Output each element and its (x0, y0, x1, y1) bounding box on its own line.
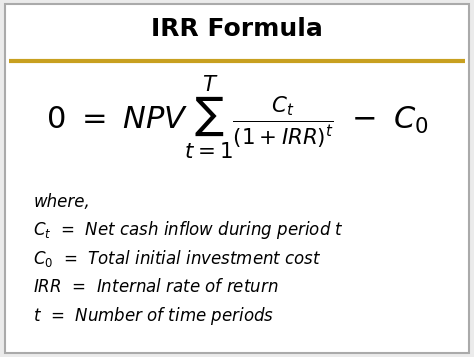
Text: $C_t$  =  Net cash inflow during period t: $C_t$ = Net cash inflow during period t (33, 219, 344, 241)
Text: where,: where, (33, 193, 90, 211)
Text: $C_0$  =  Total initial investment cost: $C_0$ = Total initial investment cost (33, 248, 322, 269)
Text: $0 \ = \ NPV \sum_{t=1}^{T} \frac{C_t}{(1+IRR)^t} \ - \ C_0$: $0 \ = \ NPV \sum_{t=1}^{T} \frac{C_t}{(… (46, 74, 428, 162)
Text: $t$  =  Number of time periods: $t$ = Number of time periods (33, 305, 274, 327)
Text: IRR Formula: IRR Formula (151, 16, 323, 41)
Text: $IRR$  =  Internal rate of return: $IRR$ = Internal rate of return (33, 278, 279, 296)
